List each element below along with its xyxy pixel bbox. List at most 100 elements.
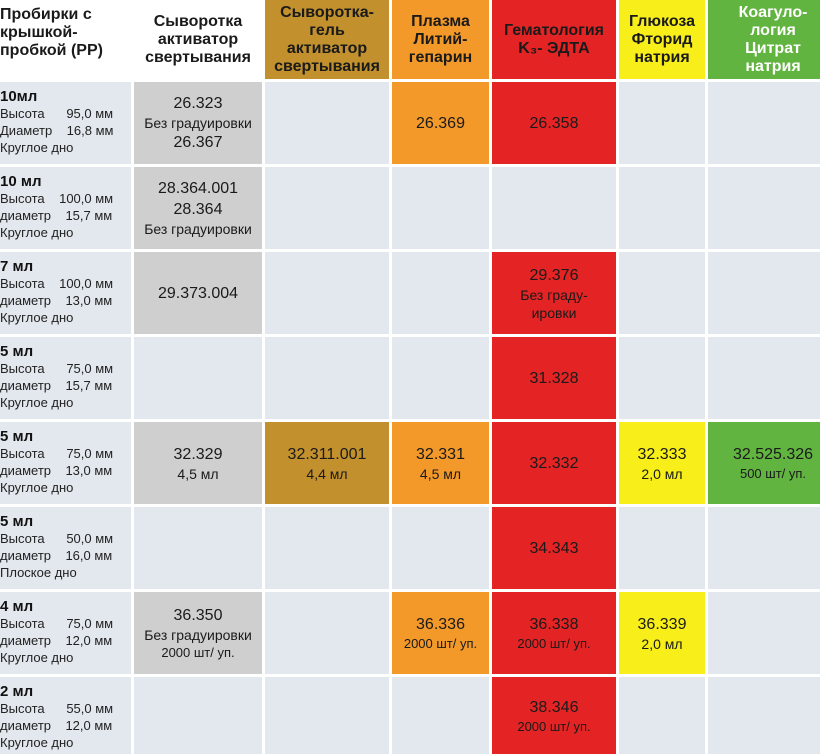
tube-spec: диаметр 15,7 мм [0, 208, 113, 223]
article-note: 2000 шт/ уп. [517, 636, 591, 651]
article-note: 4,4 мл [306, 465, 348, 482]
empty-cell [134, 337, 262, 419]
header-plasma-line: Плазма [411, 12, 470, 30]
header-coag-line: Коагуло- [738, 3, 808, 21]
article-note: Без градуировки [144, 627, 252, 643]
article-note: Без градуировки [144, 115, 252, 131]
tube-spec: Круглое дно [0, 225, 74, 240]
article-number: 32.329 [173, 445, 223, 463]
header-hema: Гематология K₃- ЭДТА [492, 0, 616, 79]
article-number: 32.332 [529, 454, 579, 472]
article-cell-hema: 36.338 2000 шт/ уп. [492, 592, 616, 674]
article-number: 29.373.004 [157, 284, 239, 302]
tube-spec: диаметр 15,7 мм [0, 378, 113, 393]
empty-cell [619, 337, 705, 419]
header-coag-line: натрия [745, 57, 801, 75]
header-plasma: Плазма Литий-гепарин [392, 0, 489, 79]
empty-cell [708, 82, 820, 164]
article-number: 29.376 [529, 266, 579, 284]
empty-cell [265, 252, 389, 334]
article-note: 2000 шт/ уп. [161, 645, 235, 660]
article-number: 36.339 [637, 615, 687, 633]
tube-volume: 5 мл [0, 343, 34, 360]
article-number: 34.343 [529, 539, 579, 557]
empty-cell [708, 677, 820, 754]
header-serum: Сыворотка активатор свертывания [134, 0, 262, 79]
header-coag: Коагуло-логия Цитрат натрия [708, 0, 820, 79]
article-cell-gluc: 36.339 2,0 мл [619, 592, 705, 674]
empty-cell [708, 337, 820, 419]
header-gluc-line: натрия [634, 48, 690, 66]
article-cell-hema: 34.343 [492, 507, 616, 589]
tube-volume: 10мл [0, 88, 38, 105]
empty-cell [619, 82, 705, 164]
empty-cell [619, 677, 705, 754]
empty-cell [392, 252, 489, 334]
header-corner-line: пробкой (PP) [0, 42, 103, 59]
article-cell-gluc: 32.333 2,0 мл [619, 422, 705, 504]
article-cell-serum: 36.350 Без градуировки 2000 шт/ уп. [134, 592, 262, 674]
empty-cell [265, 507, 389, 589]
header-gel-line: Сыворотка- [280, 3, 374, 21]
tube-spec: Круглое дно [0, 735, 74, 750]
tube-spec: Высота 100,0 мм [0, 276, 114, 291]
header-gluc: Глюкоза Фторид натрия [619, 0, 705, 79]
header-gel: Сыворотка-гель активатор свертывания [265, 0, 389, 79]
header-corner-line: Пробирки с [0, 6, 92, 23]
header-plasma-line: Литий- [413, 30, 468, 48]
tube-volume: 7 мл [0, 258, 34, 275]
article-note: 2000 шт/ уп. [517, 718, 591, 734]
article-cell-serum: 26.323 Без градуировки 26.367 [134, 82, 262, 164]
header-hema-line: K₃- ЭДТА [518, 39, 590, 57]
article-number: 36.350 [173, 607, 223, 624]
header-corner: Пробирки с крышкой-пробкой (PP) [0, 0, 131, 79]
tube-spec: Круглое дно [0, 140, 74, 155]
article-cell-plasma: 36.336 2000 шт/ уп. [392, 592, 489, 674]
tube-spec: Высота 75,0 мм [0, 616, 114, 631]
tube-spec: Высота 75,0 мм [0, 361, 114, 376]
article-cell-hema: 26.358 [492, 82, 616, 164]
article-note: 2,0 мл [641, 465, 683, 482]
empty-cell [392, 167, 489, 249]
article-number: 32.525.326 [732, 446, 814, 463]
row-head: 7 мл Высота 100,0 мм диаметр 13,0 мм Кругло… [0, 252, 131, 334]
article-number: 36.338 [529, 616, 579, 633]
header-gel-line: гель [309, 21, 345, 39]
tube-volume: 10 мл [0, 173, 42, 190]
article-note: 4,5 мл [419, 465, 462, 482]
row-head: 5 мл Высота 75,0 мм диаметр 13,0 мм Круглое… [0, 422, 131, 504]
header-hema-line: Гематология [503, 21, 605, 39]
empty-cell [619, 252, 705, 334]
tube-spec: Круглое дно [0, 650, 74, 665]
tube-spec: диаметр 12,0 мм [0, 718, 113, 733]
empty-cell [265, 592, 389, 674]
empty-cell [492, 167, 616, 249]
tube-spec: Высота 95,0 мм [0, 106, 114, 121]
empty-cell [392, 507, 489, 589]
header-serum-line: Сыворотка [153, 12, 243, 30]
article-note: Без граду- [520, 286, 588, 303]
article-number: 32.333 [637, 445, 687, 463]
tube-spec: Высота 100,0 мм [0, 191, 114, 206]
empty-cell [265, 167, 389, 249]
header-plasma-line: гепарин [408, 48, 473, 66]
tube-spec: диаметр 13,0 мм [0, 293, 113, 308]
article-cell-plasma: 26.369 [392, 82, 489, 164]
tube-volume: 2 мл [0, 683, 34, 700]
tube-spec: Диаметр 16,8 мм [0, 123, 114, 138]
empty-cell [708, 592, 820, 674]
tube-volume: 5 мл [0, 428, 34, 445]
row-head: 2 мл Высота 55,0 мм диаметр 12,0 мм Круглое… [0, 677, 131, 754]
tube-spec: Высота 75,0 мм [0, 446, 114, 461]
article-cell-gel: 32.311.001 4,4 мл [265, 422, 389, 504]
header-gluc-line: Фторид [631, 30, 693, 48]
empty-cell [392, 337, 489, 419]
tube-spec: Высота 50,0 мм [0, 531, 114, 546]
article-number: 26.367 [173, 134, 223, 151]
empty-cell [619, 507, 705, 589]
article-cell-hema: 29.376 Без граду-ировки [492, 252, 616, 334]
article-note: 2,0 мл [641, 635, 683, 652]
tube-spec: диаметр 13,0 мм [0, 463, 113, 478]
tube-spec: Круглое дно [0, 310, 74, 325]
